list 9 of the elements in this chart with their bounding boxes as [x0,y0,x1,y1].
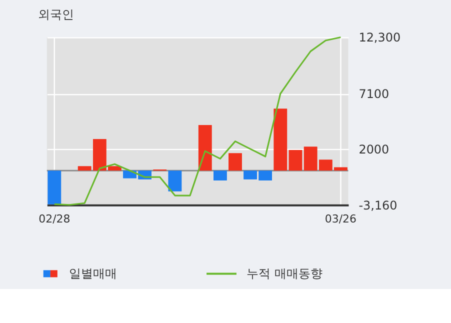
x-tick-label: 02/28 [38,212,70,226]
y-tick-label: -3,160 [358,198,398,212]
y-tick-label: 12,300 [358,30,401,45]
chart-title: 외국인 [38,7,74,22]
y-tick-label: 2000 [358,142,390,156]
legend-label: 일별매매 [68,266,117,281]
y-tick-label: 7100 [358,87,390,102]
legend-label: 누적 매매동향 [246,266,322,281]
x-tick-label: 03/26 [324,212,357,226]
